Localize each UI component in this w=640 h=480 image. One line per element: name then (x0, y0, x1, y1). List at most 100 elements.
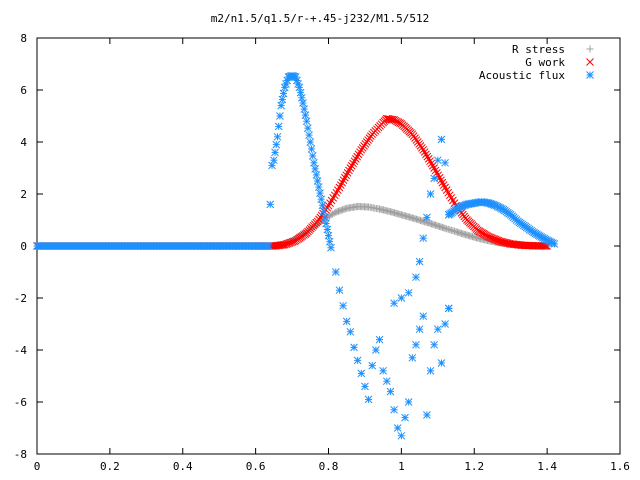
data-point (324, 231, 333, 240)
data-point (412, 273, 420, 282)
x-tick-label: 0.6 (246, 460, 266, 473)
chart-title: m2/n1.5/q1.5/r-+.45-j232/M1.5/512 (211, 12, 430, 25)
data-point (330, 209, 338, 217)
data-point (437, 176, 445, 185)
data-point (319, 207, 328, 216)
data-point (295, 83, 304, 92)
data-point (372, 346, 380, 354)
data-point (346, 327, 355, 336)
data-point (321, 213, 329, 222)
x-tick-label: 1.2 (464, 460, 484, 473)
data-point (441, 158, 449, 167)
data-point (431, 166, 440, 175)
data-point (317, 195, 326, 204)
data-point (299, 99, 307, 107)
y-tick-label: -2 (14, 292, 27, 305)
data-point (491, 235, 500, 244)
data-point (305, 131, 313, 139)
data-point (301, 111, 310, 119)
data-point (419, 234, 428, 243)
legend-label: Acoustic flux (479, 69, 565, 82)
y-tick-label: -4 (14, 344, 28, 357)
data-point (415, 257, 424, 266)
data-point (393, 424, 402, 432)
data-point (310, 158, 318, 167)
data-point (268, 161, 276, 170)
data-point (426, 190, 435, 198)
x-tick-label: 0.2 (100, 460, 120, 473)
data-point (441, 320, 449, 328)
series-layer (33, 71, 559, 440)
data-point (426, 157, 434, 166)
data-point (404, 288, 413, 297)
data-point (302, 117, 311, 126)
data-point (379, 366, 388, 375)
data-point (336, 181, 345, 189)
data-point (430, 164, 439, 172)
data-point (300, 105, 309, 113)
data-point (354, 150, 363, 159)
data-point (382, 377, 391, 386)
data-point (279, 241, 288, 249)
data-point (274, 122, 283, 131)
data-point (433, 325, 442, 334)
data-point (342, 171, 351, 180)
x-tick-label: 0.8 (319, 460, 339, 473)
data-point (423, 411, 431, 419)
data-point (278, 95, 287, 104)
x-tick-label: 1 (398, 460, 405, 473)
data-point (423, 213, 431, 222)
x-tick-label: 0.4 (173, 460, 193, 473)
data-point (364, 395, 373, 404)
data-point (489, 234, 497, 243)
data-point (419, 145, 428, 154)
data-point (430, 174, 439, 183)
series-acoustic-flux (33, 71, 559, 440)
data-point (388, 115, 397, 124)
data-point (420, 148, 429, 156)
data-point (424, 155, 433, 163)
data-point (327, 243, 335, 252)
data-point (422, 150, 430, 159)
data-point (387, 115, 396, 124)
data-point (423, 152, 432, 161)
data-point (415, 325, 424, 334)
data-point (437, 359, 446, 367)
data-point (308, 152, 317, 160)
data-point (349, 159, 357, 168)
y-tick-label: 4 (20, 136, 27, 149)
data-point (426, 366, 435, 375)
data-point (351, 155, 360, 163)
y-tick-label: 0 (20, 240, 27, 253)
y-tick-label: 2 (20, 188, 27, 201)
data-point (361, 382, 369, 391)
data-point (266, 200, 275, 209)
x-tick-label: 1.6 (610, 460, 630, 473)
legend-marker (586, 45, 594, 53)
data-point (419, 312, 428, 321)
data-point (490, 235, 499, 243)
data-point (303, 124, 312, 132)
data-point (311, 165, 319, 173)
data-point (412, 340, 420, 349)
data-point (264, 242, 273, 250)
data-point (390, 299, 398, 308)
y-tick-label: 8 (20, 32, 27, 45)
axis-tick-labels: 0 0.2 0.4 0.6 0.8 1 1.2 1.4 1.6 8 6 4 2 0 -2 -4 -6 -8 (14, 32, 630, 473)
data-point (331, 268, 340, 276)
data-point (401, 413, 409, 422)
data-point (325, 237, 334, 246)
data-point (434, 171, 443, 180)
x-tick-label: 0 (34, 460, 41, 473)
data-point (487, 234, 496, 242)
data-point (338, 178, 347, 187)
data-point (353, 356, 362, 365)
data-point (439, 181, 448, 189)
y-tick-label: 6 (20, 84, 27, 97)
data-point (273, 132, 282, 141)
data-point (276, 112, 284, 120)
data-point (356, 148, 364, 156)
data-point (347, 161, 356, 170)
